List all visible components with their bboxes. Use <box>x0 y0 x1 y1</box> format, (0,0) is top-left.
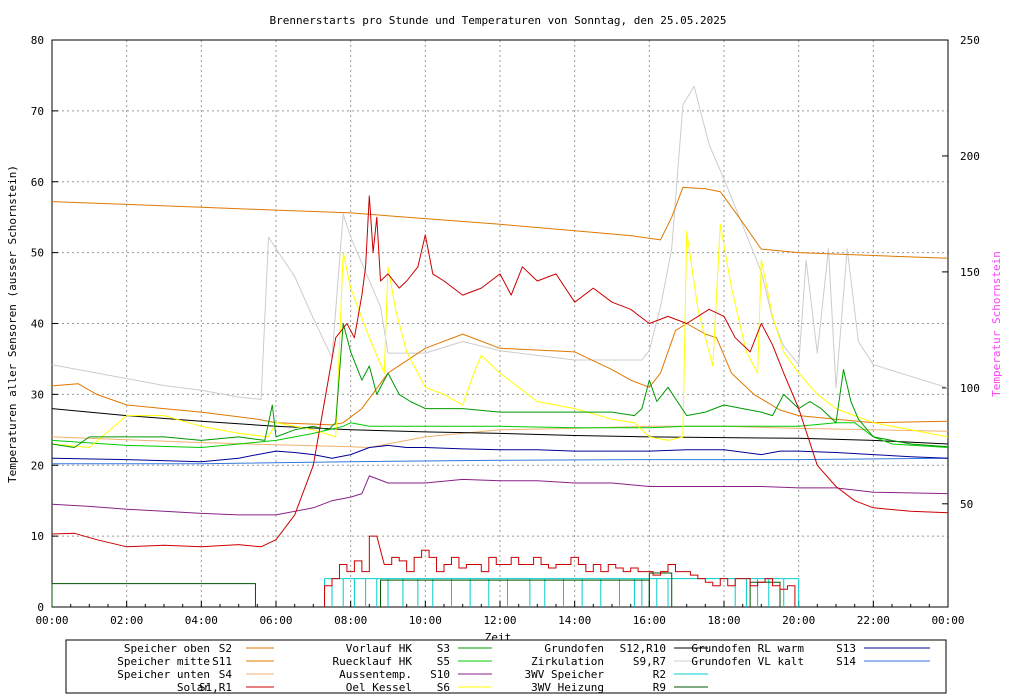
series-line-aussentemp- <box>51 475 949 516</box>
y-tick-label: 60 <box>31 176 44 189</box>
legend-sensor-oel-kessel: S6 <box>437 681 450 694</box>
x-tick-label: 22:00 <box>857 614 890 627</box>
x-tick-label: 12:00 <box>483 614 516 627</box>
series-line-solar <box>51 195 949 548</box>
x-tick-label: 08:00 <box>334 614 367 627</box>
legend-sensor-ruecklauf-hk: S5 <box>437 655 450 668</box>
legend-label-oel-kessel: Oel Kessel <box>346 681 412 694</box>
y-axis: 0 10 20 30 40 50 60 70 80 <box>31 34 58 614</box>
x-tick-label: 20:00 <box>782 614 815 627</box>
y-tick-label: 40 <box>31 318 44 331</box>
y2-axis: 50 100 150 200 250 <box>942 34 980 511</box>
y-tick-label: 10 <box>31 530 44 543</box>
series-line-speicher-mitte <box>51 323 949 426</box>
x-tick-label: 10:00 <box>409 614 442 627</box>
chart-title: Brennerstarts pro Stunde und Temperature… <box>270 14 727 27</box>
y-tick-label: 70 <box>31 105 44 118</box>
series-line-grundofen-vl-kalt <box>52 457 949 465</box>
legend-sensor-grundofen: S12,R10 <box>620 642 666 655</box>
x-tick-label: 06:00 <box>259 614 292 627</box>
series-line-oel-kessel <box>51 223 949 448</box>
y-axis-label: Temperaturen aller Sensoren (ausser Scho… <box>6 165 19 483</box>
x-tick-label: 02:00 <box>110 614 143 627</box>
y-tick-label: 50 <box>31 247 44 260</box>
legend-sensor-speicher-unten: S4 <box>219 668 233 681</box>
y2-tick-label: 200 <box>960 150 980 163</box>
x-tick-label: 04:00 <box>185 614 218 627</box>
legend-label-solar: Solar <box>177 681 210 694</box>
y2-tick-label: 100 <box>960 382 980 395</box>
x-axis: 00:00 02:00 04:00 06:00 08:00 10:00 12:00 14:00… <box>35 601 965 627</box>
legend-label-aussentemp-: Aussentemp. <box>339 668 412 681</box>
x-tick-label: 18:00 <box>707 614 740 627</box>
legend-label-grundofen-rl-warm: Grundofen RL warm <box>691 642 804 655</box>
y-tick-label: 30 <box>31 388 44 401</box>
legend-sensor-vorlauf-hk: S3 <box>437 642 450 655</box>
series-line-ruecklauf-hk <box>51 422 949 448</box>
legend-sensor-grundofen-rl-warm: S13 <box>836 642 856 655</box>
x-tick-label: 00:00 <box>931 614 964 627</box>
y2-tick-label: 250 <box>960 34 980 47</box>
legend-sensor-zirkulation: S9,R7 <box>633 655 666 668</box>
y-tick-label: 20 <box>31 459 44 472</box>
series-layer <box>51 85 949 548</box>
legend-label-zirkulation: Zirkulation <box>531 655 604 668</box>
y2-tick-label: 50 <box>960 498 973 511</box>
legend-label-speicher-mitte: Speicher mitte <box>117 655 210 668</box>
legend-label-speicher-oben: Speicher oben <box>124 642 210 655</box>
burner-starts-steps <box>324 535 796 607</box>
legend-sensor-3wv-heizung: R9 <box>653 681 666 694</box>
legend-label-vorlauf-hk: Vorlauf HK <box>346 642 413 655</box>
y-tick-label: 80 <box>31 34 44 47</box>
legend-label-speicher-unten: Speicher unten <box>117 668 210 681</box>
legend-sensor-3wv-speicher: R2 <box>653 668 666 681</box>
legend-box <box>65 639 947 694</box>
legend-sensor-aussentemp-: S10 <box>430 668 450 681</box>
valve-3wv-heizung-mark <box>51 583 256 607</box>
series-line-speicher-oben <box>51 186 949 259</box>
series-line-vorlauf-hk <box>51 323 949 448</box>
legend-label-grundofen-vl-kalt: Grundofen VL kalt <box>691 655 804 668</box>
series-line-zirkulation <box>51 85 949 400</box>
x-tick-label: 00:00 <box>35 614 68 627</box>
series-line-grundofen <box>51 408 949 445</box>
legend-label-grundofen: Grundofen <box>544 642 604 655</box>
valve-3wv-heizung-mark <box>380 579 650 607</box>
legend-label-3wv-heizung: 3WV Heizung <box>531 681 604 694</box>
series-line-speicher-unten <box>51 425 949 448</box>
legend-sensor-grundofen-vl-kalt: S14 <box>836 655 856 668</box>
y2-axis-label: Temperatur Schornstein <box>990 251 1003 397</box>
legend: Speicher oben S2 Speicher mitte S11Speicher… <box>117 642 930 694</box>
burner-starts-layer <box>51 535 800 607</box>
legend-sensor-speicher-oben: S2 <box>219 642 232 655</box>
y-tick-label: 0 <box>37 601 44 614</box>
x-tick-label: 16:00 <box>633 614 666 627</box>
series-line-grundofen-rl-warm <box>51 444 949 463</box>
x-tick-label: 14:00 <box>558 614 591 627</box>
legend-label-ruecklauf-hk: Ruecklauf HK <box>333 655 413 668</box>
legend-label-3wv-speicher: 3WV Speicher <box>525 668 605 681</box>
y2-tick-label: 150 <box>960 266 980 279</box>
legend-sensor-speicher-mitte: S11 <box>212 655 232 668</box>
legend-sensor-solar: S1,R1 <box>199 681 232 694</box>
